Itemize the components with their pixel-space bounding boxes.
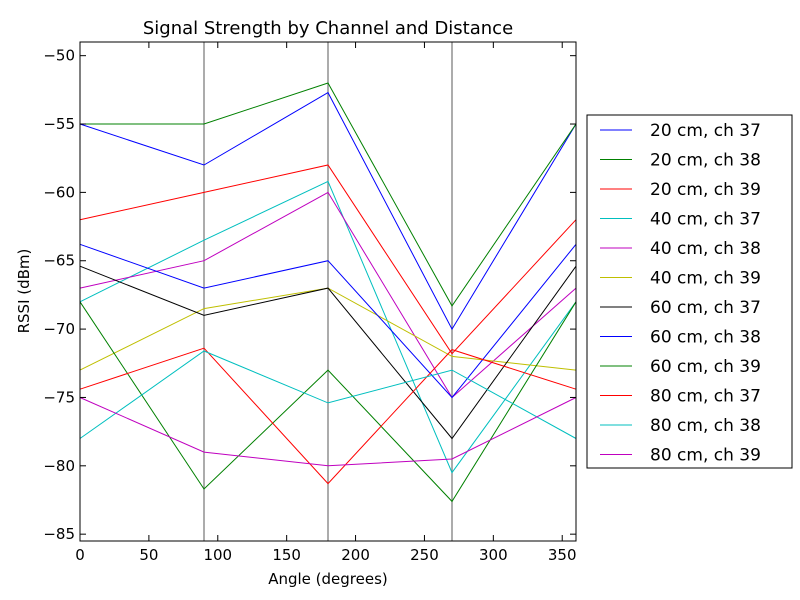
plot-area-frame bbox=[79, 41, 577, 542]
legend-entry: 40 cm, ch 39 bbox=[650, 269, 761, 289]
y-tick-label: −60 bbox=[43, 183, 75, 201]
y-axis-label: RSSI (dBm) bbox=[15, 249, 33, 334]
x-axis-label: Angle (degrees) bbox=[268, 570, 388, 588]
x-tick-label: 0 bbox=[75, 546, 85, 564]
legend-box bbox=[586, 114, 793, 469]
series-line-10 bbox=[79, 347, 577, 485]
series-line-3 bbox=[79, 164, 577, 355]
legend-entry: 20 cm, ch 38 bbox=[650, 151, 761, 171]
legend-entry: 20 cm, ch 37 bbox=[650, 121, 761, 141]
x-tick-label: 300 bbox=[479, 546, 508, 564]
series-line-2 bbox=[80, 82, 577, 307]
y-tick-label: −80 bbox=[43, 457, 75, 475]
series-line-7 bbox=[79, 265, 577, 440]
y-tick-label: −50 bbox=[43, 47, 75, 65]
series-line-9 bbox=[79, 301, 577, 503]
series-line-12 bbox=[79, 397, 577, 467]
legend-entry: 20 cm, ch 39 bbox=[650, 180, 761, 200]
legend-entry: 40 cm, ch 38 bbox=[650, 239, 761, 259]
legend-entry: 80 cm, ch 38 bbox=[650, 416, 761, 436]
legend-entry: 40 cm, ch 37 bbox=[650, 210, 761, 230]
y-tick-label: −55 bbox=[43, 115, 75, 133]
x-tick-label: 100 bbox=[203, 546, 232, 564]
y-tick-label: −75 bbox=[43, 388, 75, 406]
legend: 20 cm, ch 37 20 cm, ch 38 20 cm, ch 39 40 c… bbox=[586, 114, 793, 469]
x-tick-label: 200 bbox=[341, 546, 370, 564]
legend-entry: 60 cm, ch 37 bbox=[650, 298, 761, 318]
plot-series bbox=[79, 82, 577, 503]
x-tick-label: 350 bbox=[548, 546, 577, 564]
legend-entry: 60 cm, ch 38 bbox=[650, 328, 761, 348]
axis-ticks: 0 50 100 150 200 250 300 350 −85 −80 −75 −70 −65 −60 −… bbox=[43, 42, 577, 564]
y-tick-label: −65 bbox=[43, 252, 75, 270]
legend-entry: 80 cm, ch 37 bbox=[650, 387, 761, 407]
series-line-4 bbox=[79, 180, 577, 474]
series-line-1 bbox=[79, 91, 577, 331]
legend-entry: 60 cm, ch 39 bbox=[650, 357, 761, 377]
x-tick-label: 150 bbox=[272, 546, 301, 564]
y-tick-label: −85 bbox=[43, 525, 75, 543]
chart-title: Signal Strength by Channel and Distance bbox=[143, 18, 513, 39]
legend-entry: 80 cm, ch 39 bbox=[650, 446, 761, 466]
x-tick-label: 250 bbox=[410, 546, 439, 564]
y-tick-label: −70 bbox=[43, 320, 75, 338]
series-line-11 bbox=[79, 350, 577, 439]
x-tick-label: 50 bbox=[139, 546, 158, 564]
vertical-reference-lines bbox=[203, 42, 453, 541]
series-line-8 bbox=[79, 243, 577, 399]
